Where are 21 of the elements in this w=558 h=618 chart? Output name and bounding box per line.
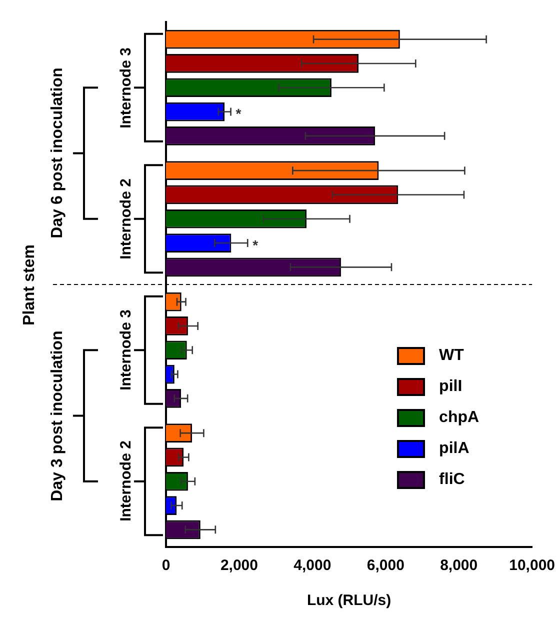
data-label: * xyxy=(252,236,259,253)
x-tick-label: 6,000 xyxy=(366,557,404,574)
y-tick-label: Internode 2 xyxy=(118,440,134,522)
x-tick-label: 4,000 xyxy=(294,557,332,574)
legend-label: fliC xyxy=(439,470,465,489)
y-axis-title: Plant stem xyxy=(21,244,39,325)
text: Day 3 post inoculation xyxy=(49,330,67,502)
legend-label: pilA xyxy=(439,440,470,458)
legend-label: WT xyxy=(439,346,464,365)
y-tick-label: Internode 3 xyxy=(118,47,134,128)
y-tick-label: Internode 3 xyxy=(118,310,134,391)
data-label: * xyxy=(236,106,242,122)
x-tick-label: 2,000 xyxy=(220,557,258,574)
y-tick-label: Internode 2 xyxy=(118,178,134,260)
x-axis-title: Lux (RLU/s) xyxy=(306,592,392,610)
x-tick-label: 8,000 xyxy=(440,557,478,574)
text: Day 6 post inoculation xyxy=(49,68,67,239)
x-tick-label: 10,000 xyxy=(509,557,556,574)
x-tick-label: 0 xyxy=(162,557,170,574)
legend-label: chpA xyxy=(439,408,480,427)
legend-label: pilI xyxy=(439,378,462,396)
